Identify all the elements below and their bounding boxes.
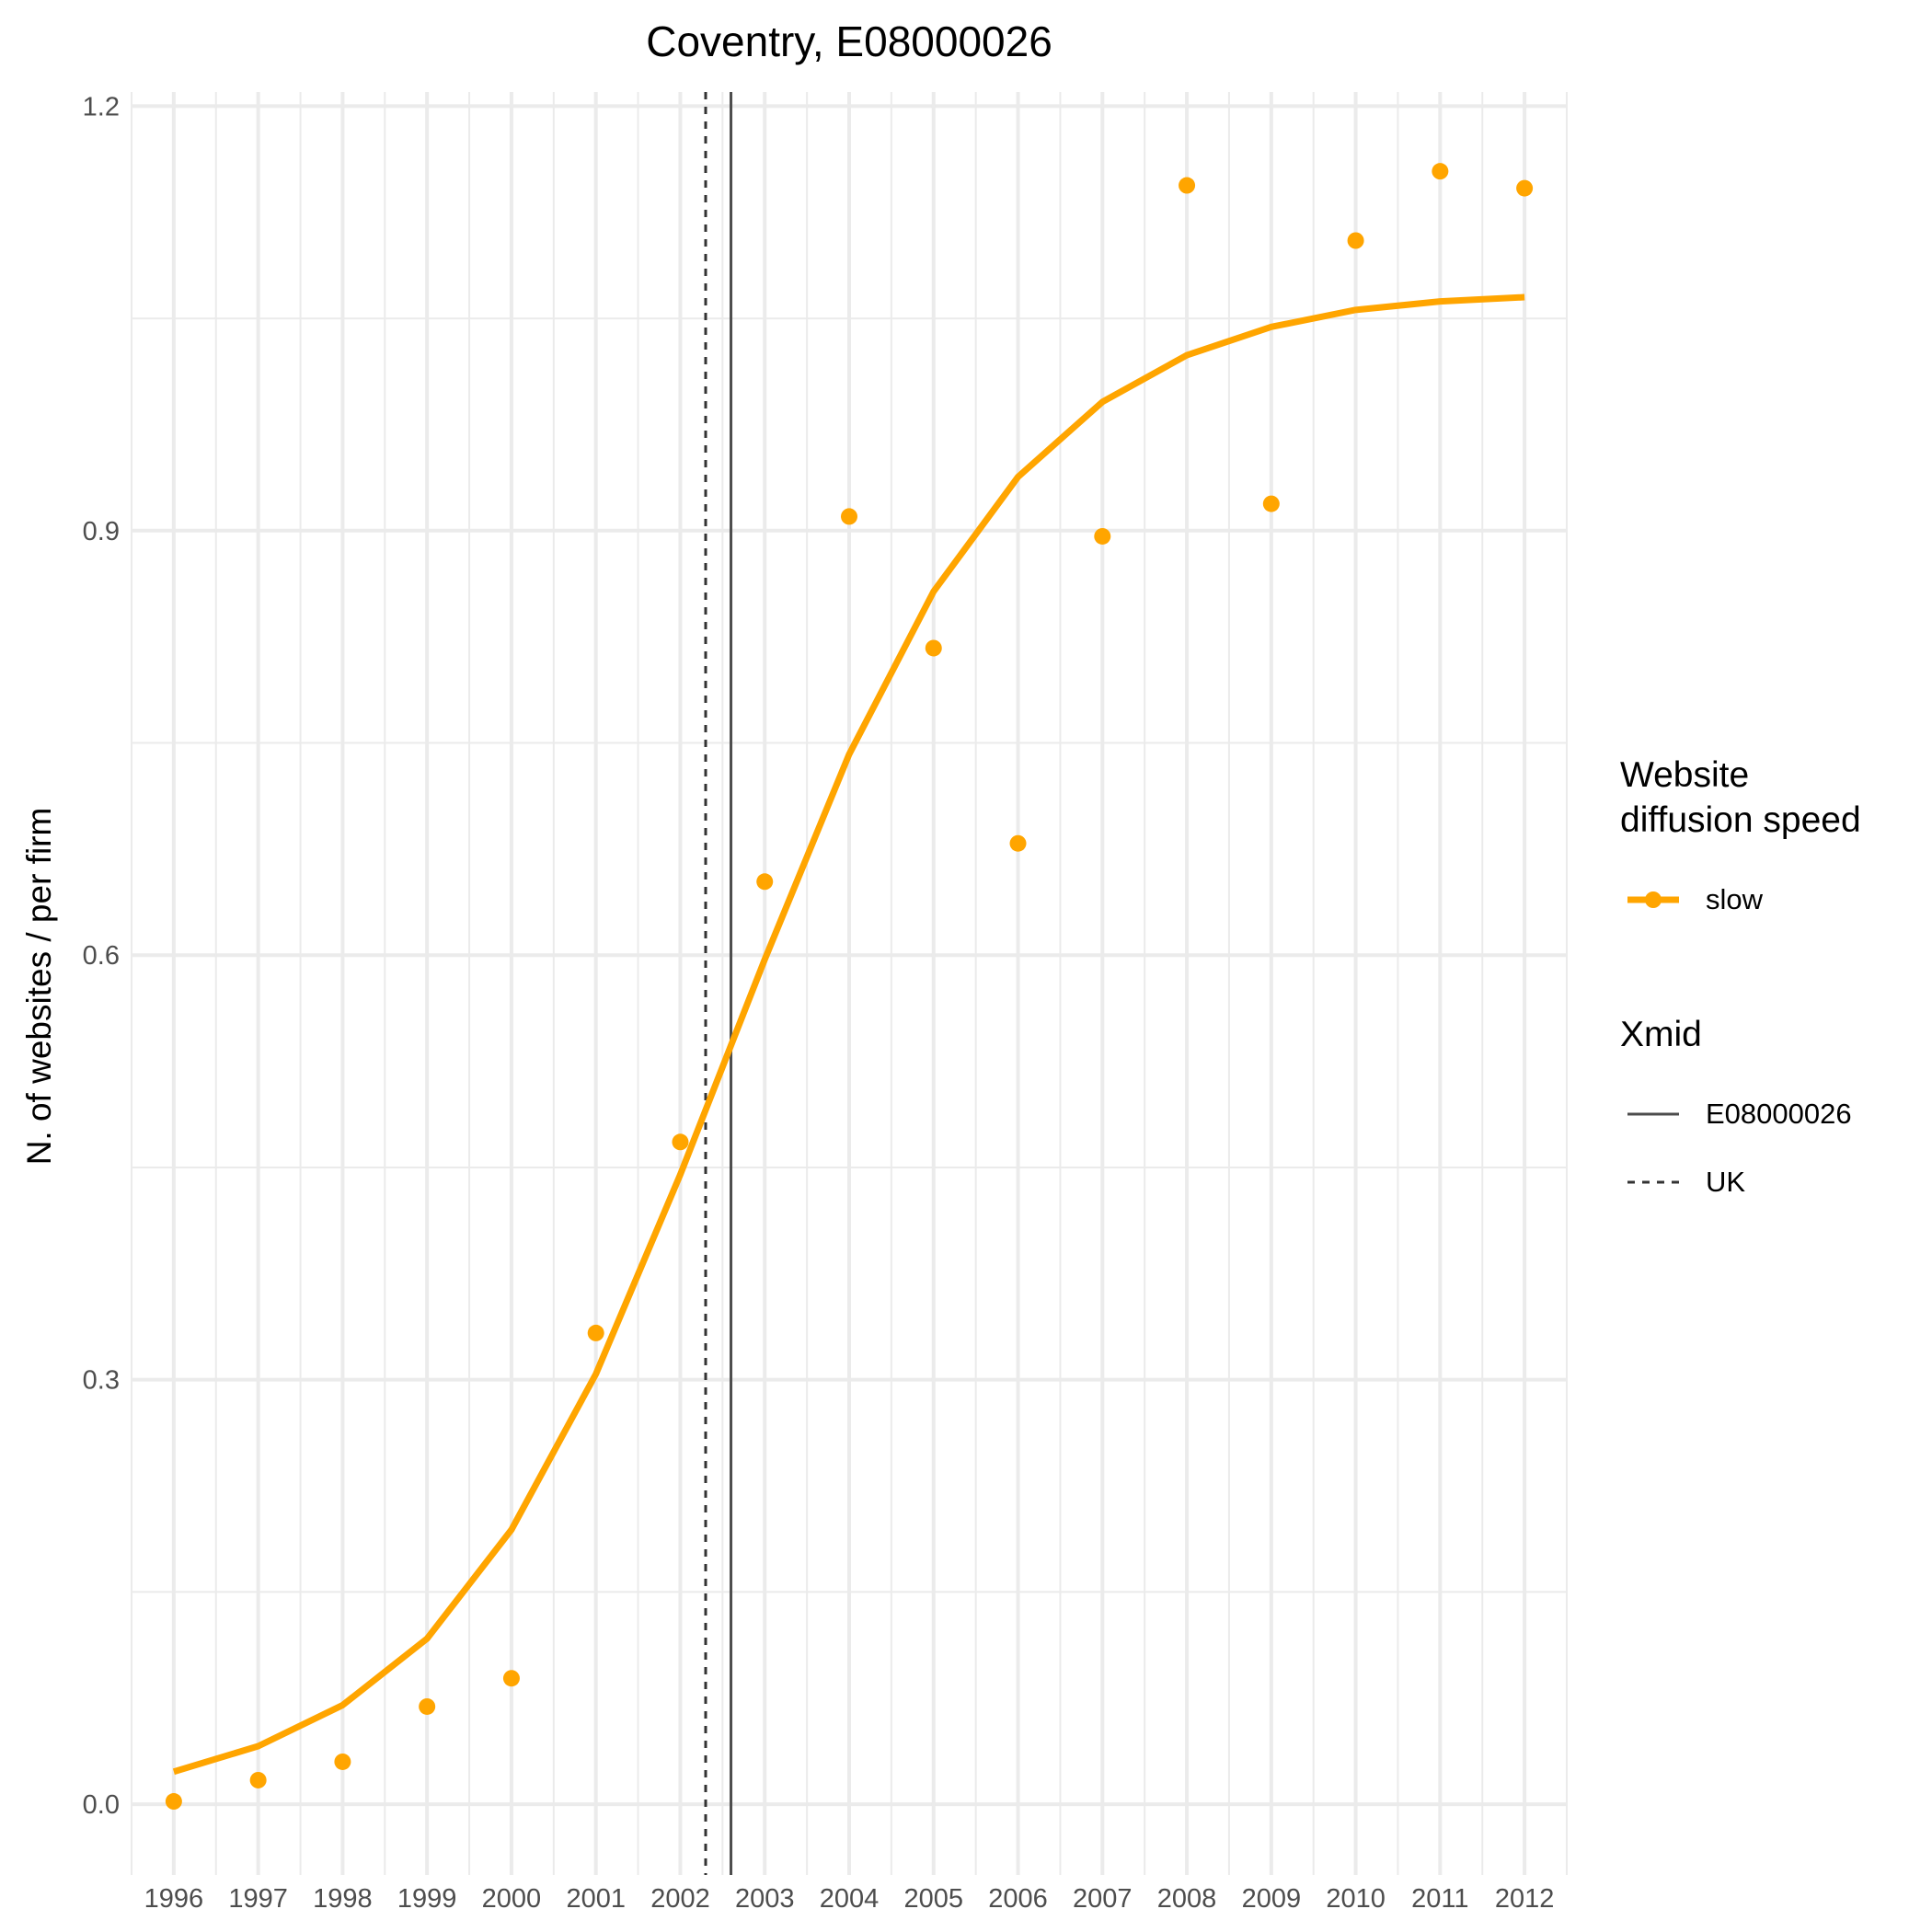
- legend-label: E08000026: [1706, 1098, 1852, 1130]
- x-tick-label: 2001: [566, 1884, 626, 1914]
- x-axis-ticks: 1996 1997 1998 1999 2000 2001 2002 2003 2004 2005…: [144, 1884, 1555, 1914]
- x-tick-label: 2006: [988, 1884, 1048, 1914]
- x-tick-label: 2003: [735, 1884, 795, 1914]
- data-point-2000: [502, 1670, 520, 1687]
- x-tick-label: 1998: [313, 1884, 373, 1914]
- legend: Website diffusion speed slow Xmid E08000026 U…: [1620, 755, 1861, 1198]
- x-tick-label: 2007: [1073, 1884, 1133, 1914]
- data-point-1996: [165, 1793, 182, 1811]
- legend-label: UK: [1706, 1166, 1745, 1198]
- data-point-2012: [1516, 179, 1534, 197]
- data-point-2005: [925, 639, 942, 657]
- reference-lines: [704, 92, 733, 1875]
- y-tick-label: 1.2: [83, 92, 120, 121]
- y-tick-label: 0.6: [83, 941, 120, 971]
- x-tick-label: 2005: [904, 1884, 964, 1914]
- data-point-2008: [1179, 177, 1196, 194]
- data-point-2006: [1009, 834, 1027, 852]
- data-point-2011: [1432, 163, 1449, 180]
- x-tick-label: 2002: [650, 1884, 710, 1914]
- y-tick-label: 0.3: [83, 1366, 120, 1396]
- x-tick-label: 2004: [820, 1884, 880, 1914]
- grid: [131, 92, 1568, 1875]
- x-tick-label: 2011: [1411, 1884, 1468, 1914]
- y-axis-title: N. of websites / per firm: [20, 808, 58, 1166]
- data-point-2007: [1094, 527, 1111, 545]
- x-tick-label: 2000: [482, 1884, 542, 1914]
- data-point-2004: [841, 508, 857, 525]
- legend-label: slow: [1706, 883, 1764, 915]
- x-tick-label: 2010: [1326, 1884, 1386, 1914]
- x-tick-label: 1997: [228, 1884, 288, 1914]
- data-point-2003: [756, 873, 774, 891]
- data-point-2010: [1347, 232, 1364, 249]
- y-tick-label: 0.9: [83, 517, 120, 546]
- legend-key-point: [1645, 891, 1662, 908]
- data-point-2009: [1262, 495, 1280, 512]
- x-tick-label: 2009: [1242, 1884, 1302, 1914]
- data-point-1998: [334, 1753, 351, 1770]
- data-point-1999: [419, 1697, 436, 1715]
- x-tick-label: 1996: [144, 1884, 204, 1914]
- data-point-1997: [249, 1771, 267, 1788]
- data-point-2001: [587, 1324, 604, 1341]
- x-tick-label: 2012: [1495, 1884, 1555, 1914]
- legend-title: diffusion speed: [1620, 800, 1861, 840]
- x-tick-label: 1999: [397, 1884, 457, 1914]
- x-tick-label: 2008: [1157, 1884, 1217, 1914]
- plot-title: Coventry, E08000026: [646, 17, 1052, 65]
- y-tick-label: 0.0: [83, 1790, 120, 1820]
- data-point-2002: [672, 1133, 689, 1151]
- legend-title: Website: [1620, 755, 1749, 795]
- legend-title: Xmid: [1620, 1015, 1702, 1054]
- y-axis-ticks: 0.0 0.3 0.6 0.9 1.2: [83, 92, 120, 1820]
- series: [165, 163, 1534, 1811]
- fitted-curve-slow: [172, 293, 1525, 1776]
